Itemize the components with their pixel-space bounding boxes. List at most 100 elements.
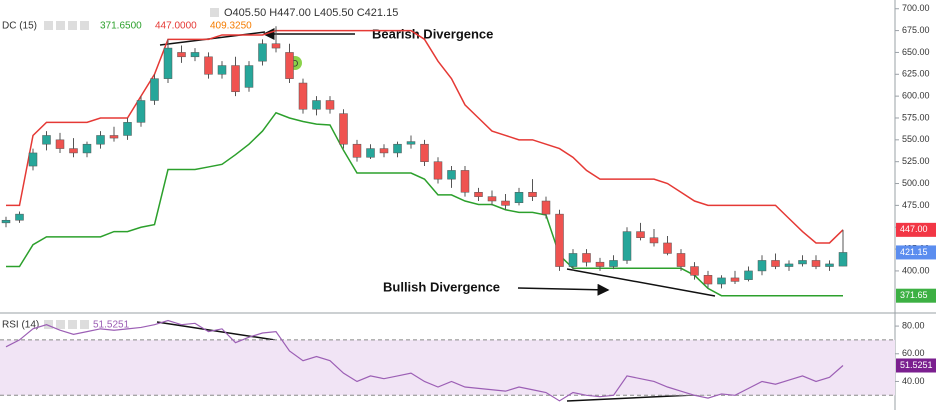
candle-body xyxy=(177,52,186,58)
annotation: Bearish Divergence xyxy=(372,26,493,41)
candle-body xyxy=(447,170,456,180)
candle-body xyxy=(703,275,713,285)
y-tick-label: 600.00 xyxy=(902,91,930,101)
icon xyxy=(80,320,89,329)
candle-body xyxy=(163,47,173,79)
y-tick-label: 500.00 xyxy=(902,178,930,188)
indicator-label: DC (15) xyxy=(2,21,37,32)
candle-body xyxy=(474,192,483,197)
y-tick-label: 60.00 xyxy=(902,348,925,358)
candle-body xyxy=(420,143,429,162)
indicator-value: 447.0000 xyxy=(155,21,197,32)
channel-line xyxy=(6,111,843,297)
candle-body xyxy=(217,65,227,75)
candle-body xyxy=(123,122,132,136)
candle-body xyxy=(582,253,591,263)
icon xyxy=(80,21,89,30)
candle-body xyxy=(1,219,11,224)
candle-body xyxy=(190,52,200,58)
candle-body xyxy=(690,266,699,276)
candle-body xyxy=(298,82,308,110)
price-tag xyxy=(896,222,936,237)
ohlc-values: O405.50 H447.00 L405.50 C421.15 xyxy=(224,7,398,19)
candle-body xyxy=(595,261,605,267)
icon xyxy=(68,320,77,329)
price-tag xyxy=(896,245,936,260)
candle-body xyxy=(825,263,834,267)
rsi-current: 51.5251 xyxy=(93,320,130,331)
candle-body xyxy=(676,253,686,267)
icon xyxy=(44,21,53,30)
arrow xyxy=(517,283,610,296)
indicator-value: 409.3250 xyxy=(210,21,252,32)
candle-body xyxy=(717,277,726,285)
candle-body xyxy=(393,143,402,154)
price-tag-label: 371.65 xyxy=(900,290,928,300)
candle-body xyxy=(609,260,618,267)
rsi-band xyxy=(0,339,895,396)
icon xyxy=(210,8,219,17)
candle-body xyxy=(204,56,213,75)
candle-body xyxy=(15,213,24,221)
y-tick-label: 40.00 xyxy=(902,376,925,386)
candle-body xyxy=(312,100,321,110)
candle-body xyxy=(366,148,375,158)
candle-body xyxy=(771,260,780,267)
y-tick-label: 525.00 xyxy=(902,156,930,166)
price-tag-label: 421.15 xyxy=(900,247,928,257)
candle-body xyxy=(352,143,362,158)
candle-body xyxy=(42,135,51,145)
price-tag xyxy=(896,358,936,373)
y-tick-label: 575.00 xyxy=(902,112,930,122)
candle-body xyxy=(285,52,294,79)
candle-body xyxy=(555,213,564,267)
price-tag xyxy=(896,288,936,303)
candle-body xyxy=(744,270,753,280)
candle-body xyxy=(541,200,551,215)
rsi-line xyxy=(5,319,844,402)
candle-body xyxy=(271,43,281,49)
candle-body xyxy=(649,237,659,244)
price-tag-label: 447.00 xyxy=(900,224,928,234)
candle-body xyxy=(231,65,240,93)
icon xyxy=(56,21,65,30)
annotation: Bullish Divergence xyxy=(383,279,500,294)
legend-icons xyxy=(44,8,219,329)
candle-body xyxy=(568,253,578,267)
y-tick-label: 650.00 xyxy=(902,47,930,57)
candle-body xyxy=(663,242,672,254)
divergence-line xyxy=(566,268,716,297)
candle-body xyxy=(339,113,348,145)
y-tick-label: 550.00 xyxy=(902,134,930,144)
icon xyxy=(56,320,65,329)
y-tick-label: 475.00 xyxy=(902,200,930,210)
icon xyxy=(44,320,53,329)
y-tick-label: 80.00 xyxy=(902,320,925,330)
candle-body xyxy=(136,100,146,123)
candle-body xyxy=(501,200,510,206)
y-tick-label: 675.00 xyxy=(902,25,930,35)
candle-body xyxy=(798,260,807,265)
candle-body xyxy=(82,143,92,154)
y-tick-label: 400.00 xyxy=(902,265,930,275)
candle-body xyxy=(757,260,767,272)
candle-body xyxy=(69,148,78,154)
icon xyxy=(68,21,77,30)
candle-body xyxy=(528,192,537,197)
candle-body xyxy=(325,100,335,110)
candle-body xyxy=(838,252,848,267)
candle-body xyxy=(379,148,389,154)
divergence-line xyxy=(156,321,276,341)
candle-body xyxy=(487,196,497,202)
indicator-value: 371.6500 xyxy=(100,21,142,32)
channel-line xyxy=(6,29,844,244)
candle-body xyxy=(636,231,645,238)
candle-body xyxy=(96,135,105,145)
candle-body xyxy=(28,152,38,167)
candle-body xyxy=(150,78,159,101)
candle-body xyxy=(406,141,416,145)
candle-body xyxy=(109,135,119,139)
candle-body xyxy=(433,161,443,180)
price-tag-label: 51.5251 xyxy=(900,360,933,370)
